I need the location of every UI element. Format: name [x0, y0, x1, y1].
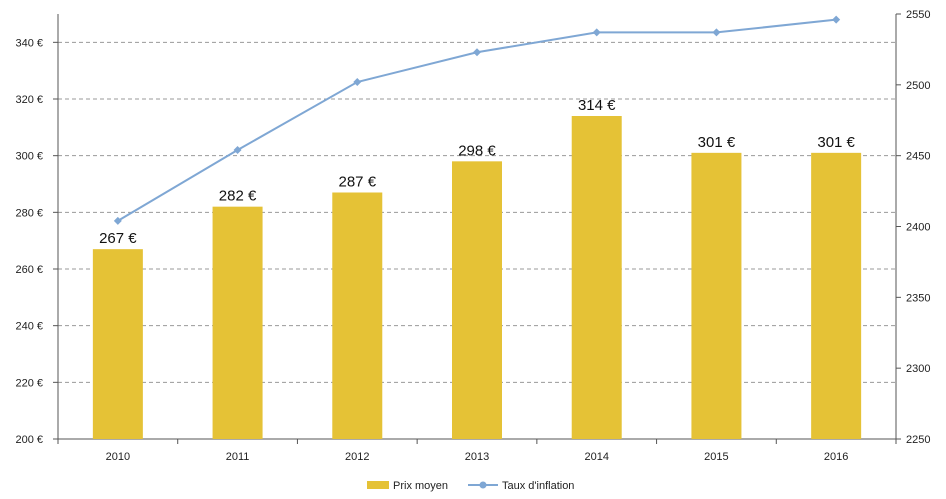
- category-label: 2012: [345, 451, 369, 463]
- right-tick-label: 2450: [906, 151, 930, 163]
- left-tick-label: 300 €: [15, 151, 43, 163]
- legend: Prix moyen Taux d'inflation: [367, 480, 574, 492]
- bar-data-label: 314 €: [578, 97, 616, 114]
- bar-2011: [212, 206, 263, 439]
- bar-data-label: 267 €: [99, 230, 137, 247]
- right-tick-label: 2500: [906, 80, 930, 92]
- bar-2015: [691, 152, 742, 440]
- bar-data-labels: 267 € 282 € 287 € 298 € 314 € 301 € 301 €: [99, 97, 855, 247]
- category-label: 2014: [584, 451, 608, 463]
- bar-2012: [332, 192, 383, 439]
- bar-2014: [571, 116, 622, 439]
- left-tick-label: 320 €: [15, 94, 43, 106]
- right-tick-label: 2400: [906, 222, 930, 234]
- left-axis-ticks: 200 € 220 € 240 € 260 € 280 € 300 € 320 € 340 €: [15, 37, 43, 446]
- right-tick-label: 2350: [906, 292, 930, 304]
- left-tick-label: 240 €: [15, 321, 43, 333]
- right-axis-ticks: 2250 2300 2350 2400 2450 2500 2550: [906, 9, 930, 446]
- bar-data-label: 298 €: [458, 142, 496, 159]
- line-point-2011: [233, 146, 242, 154]
- bar-2016: [811, 152, 862, 440]
- line-point-2015: [712, 28, 721, 37]
- category-label: 2010: [106, 451, 130, 463]
- bar-data-label: 301 €: [817, 134, 855, 151]
- bar-data-label: 301 €: [698, 134, 736, 151]
- left-tick-label: 260 €: [15, 264, 43, 276]
- left-tick-label: 200 €: [15, 434, 43, 446]
- legend-label-taux-inflation: Taux d'inflation: [502, 480, 574, 492]
- right-tick-label: 2300: [906, 363, 930, 375]
- left-tick-label: 340 €: [15, 37, 43, 49]
- line-point-2010: [113, 216, 122, 225]
- legend-swatch-prix-moyen: [367, 481, 389, 489]
- line-series-taux-inflation: [113, 15, 841, 225]
- category-label: 2013: [465, 451, 489, 463]
- category-label: 2011: [226, 451, 250, 463]
- legend-marker-taux-inflation: [479, 481, 487, 489]
- bar-data-label: 287 €: [339, 174, 377, 191]
- bar-2010: [92, 249, 143, 439]
- line-point-2013: [473, 48, 481, 57]
- line-point-2016: [832, 15, 841, 24]
- right-tick-label: 2550: [906, 9, 930, 21]
- bar-series-prix-moyen: [92, 116, 862, 440]
- left-tick-label: 280 €: [15, 207, 43, 219]
- category-label: 2015: [704, 451, 728, 463]
- bar-data-label: 282 €: [219, 188, 257, 205]
- right-tick-label: 2250: [906, 434, 930, 446]
- left-tick-label: 220 €: [15, 377, 43, 389]
- line-point-2012: [353, 78, 362, 86]
- line-point-2014: [592, 28, 601, 37]
- category-axis-labels: 2010 2011 2012 2013 2014 2015 2016: [106, 451, 849, 463]
- legend-label-prix-moyen: Prix moyen: [393, 480, 448, 492]
- category-label: 2016: [824, 451, 848, 463]
- bar-2013: [452, 161, 502, 440]
